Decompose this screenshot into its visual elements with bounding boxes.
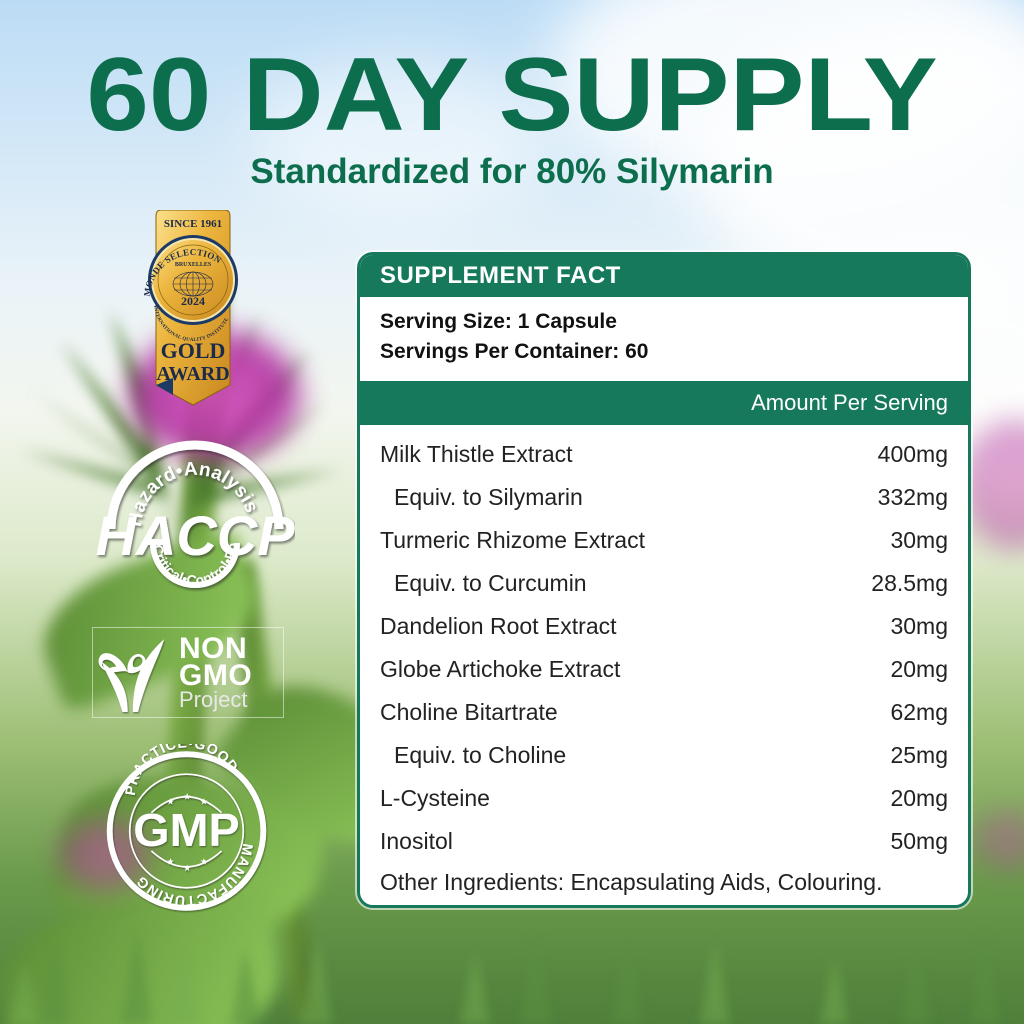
svg-text:HACCP: HACCP <box>95 504 295 567</box>
svg-text:★: ★ <box>166 856 174 866</box>
svg-text:BRUXELLES: BRUXELLES <box>175 262 212 268</box>
svg-text:★: ★ <box>183 863 191 873</box>
svg-text:SINCE 1961: SINCE 1961 <box>164 218 222 230</box>
svg-text:GMP: GMP <box>133 804 239 856</box>
svg-text:★: ★ <box>183 791 191 801</box>
svg-text:AWARD: AWARD <box>156 363 229 385</box>
svg-text:★: ★ <box>200 856 208 866</box>
